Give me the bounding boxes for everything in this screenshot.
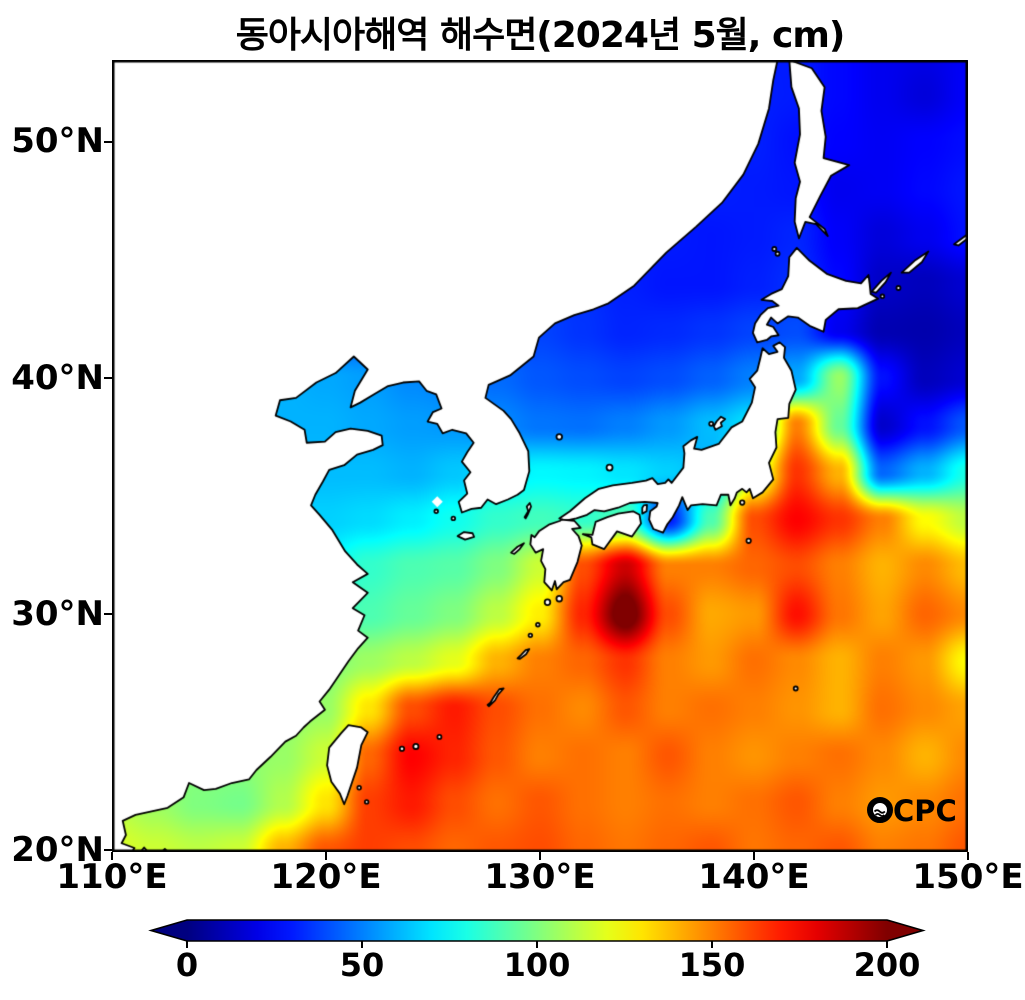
x-axis-label-120e: 120°E [270, 857, 382, 897]
y-axis-label-20n: 20°N [11, 830, 104, 870]
figure-title: 동아시아해역 해수면(2024년 5월, cm) [235, 15, 846, 56]
ssh-heatmap-canvas [112, 60, 968, 852]
colorbar-gradient-bar [187, 920, 887, 941]
colorbar-label-50: 50 [339, 946, 385, 984]
x-axis-label-150e: 150°E [912, 857, 1024, 897]
colorbar-extend-left-arrow [151, 920, 187, 941]
axis-tick [104, 376, 112, 379]
ocpc-logo: CPC [866, 792, 961, 830]
axis-tick [104, 849, 112, 852]
axis-tick [539, 852, 541, 860]
axis-tick [104, 613, 112, 616]
x-axis-label-110e: 110°E [56, 857, 168, 897]
axis-tick [325, 852, 327, 860]
ocpc-logo-graphic: CPC [867, 794, 957, 828]
ocpc-wave-o-icon [867, 797, 893, 823]
colorbar-label-150: 150 [678, 946, 746, 984]
y-axis-label-30n: 30°N [11, 594, 104, 634]
colorbar-extend-right-arrow [887, 920, 923, 941]
colorbar-label-0: 0 [175, 946, 199, 984]
colorbar-label-100: 100 [503, 946, 571, 984]
axis-tick [753, 852, 755, 860]
y-axis-label-50n: 50°N [11, 121, 104, 161]
axis-tick [967, 852, 969, 860]
axis-tick [104, 140, 112, 143]
axis-tick [111, 852, 113, 860]
colorbar-label-200: 200 [853, 946, 921, 984]
ocpc-logo-text: CPC [893, 794, 957, 826]
y-axis-label-40n: 40°N [11, 358, 104, 398]
x-axis-label-140e: 140°E [698, 857, 810, 897]
x-axis-label-130e: 130°E [484, 857, 596, 897]
colorbar [148, 919, 926, 948]
